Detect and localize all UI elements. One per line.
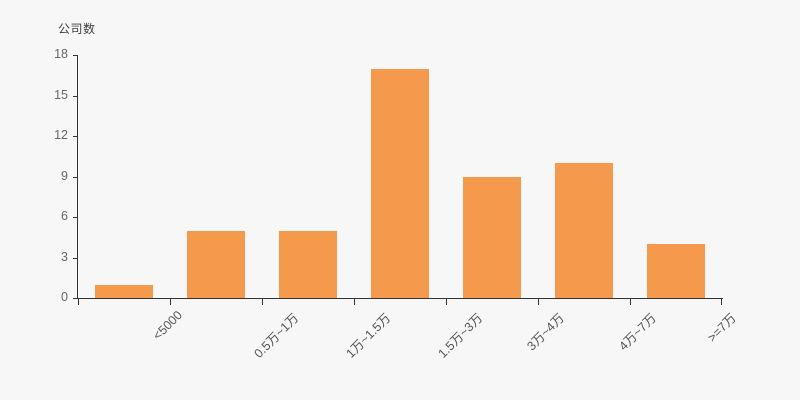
y-tick-label: 9 bbox=[61, 168, 68, 183]
y-tick-mark bbox=[73, 95, 78, 97]
x-tick-label: 1万~1.5万 bbox=[343, 310, 394, 361]
x-tick-label: <5000 bbox=[150, 308, 186, 343]
y-tick-mark bbox=[73, 176, 78, 178]
x-tick-mark bbox=[630, 299, 631, 305]
x-tick-label: 1.5万~3万 bbox=[435, 310, 486, 361]
x-tick-mark bbox=[446, 299, 447, 305]
bar[interactable] bbox=[279, 230, 337, 298]
x-tick-mark bbox=[170, 299, 171, 305]
bar[interactable] bbox=[371, 68, 429, 298]
x-tick-mark bbox=[262, 299, 263, 305]
x-tick-mark bbox=[721, 299, 722, 305]
y-tick-mark bbox=[73, 55, 78, 56]
y-tick-label: 6 bbox=[61, 209, 68, 223]
x-axis-line bbox=[78, 298, 723, 299]
bar[interactable] bbox=[647, 244, 705, 298]
bar[interactable] bbox=[463, 176, 521, 298]
y-tick-label: 12 bbox=[54, 128, 68, 142]
bar[interactable] bbox=[555, 163, 613, 298]
y-tick-mark bbox=[73, 136, 78, 137]
x-tick-label: >=7万 bbox=[704, 310, 739, 345]
y-tick-label: 15 bbox=[54, 87, 68, 102]
y-axis-title: 公司数 bbox=[58, 22, 96, 36]
y-tick-label: 18 bbox=[54, 47, 68, 61]
x-tick-mark bbox=[538, 299, 539, 305]
bar[interactable] bbox=[187, 230, 245, 298]
y-tick-mark bbox=[73, 298, 78, 299]
x-tick-label: 3万~4万 bbox=[524, 310, 567, 354]
y-tick-label: 0 bbox=[61, 290, 68, 304]
y-tick-mark bbox=[73, 257, 78, 259]
x-tick-label: 0.5万~1万 bbox=[251, 310, 302, 361]
x-tick-label: 4万~7万 bbox=[616, 310, 659, 354]
x-tick-mark bbox=[78, 299, 79, 305]
x-tick-mark bbox=[354, 299, 355, 305]
y-tick-mark bbox=[73, 217, 78, 218]
bar[interactable] bbox=[95, 284, 153, 298]
y-tick-label: 3 bbox=[61, 249, 68, 264]
